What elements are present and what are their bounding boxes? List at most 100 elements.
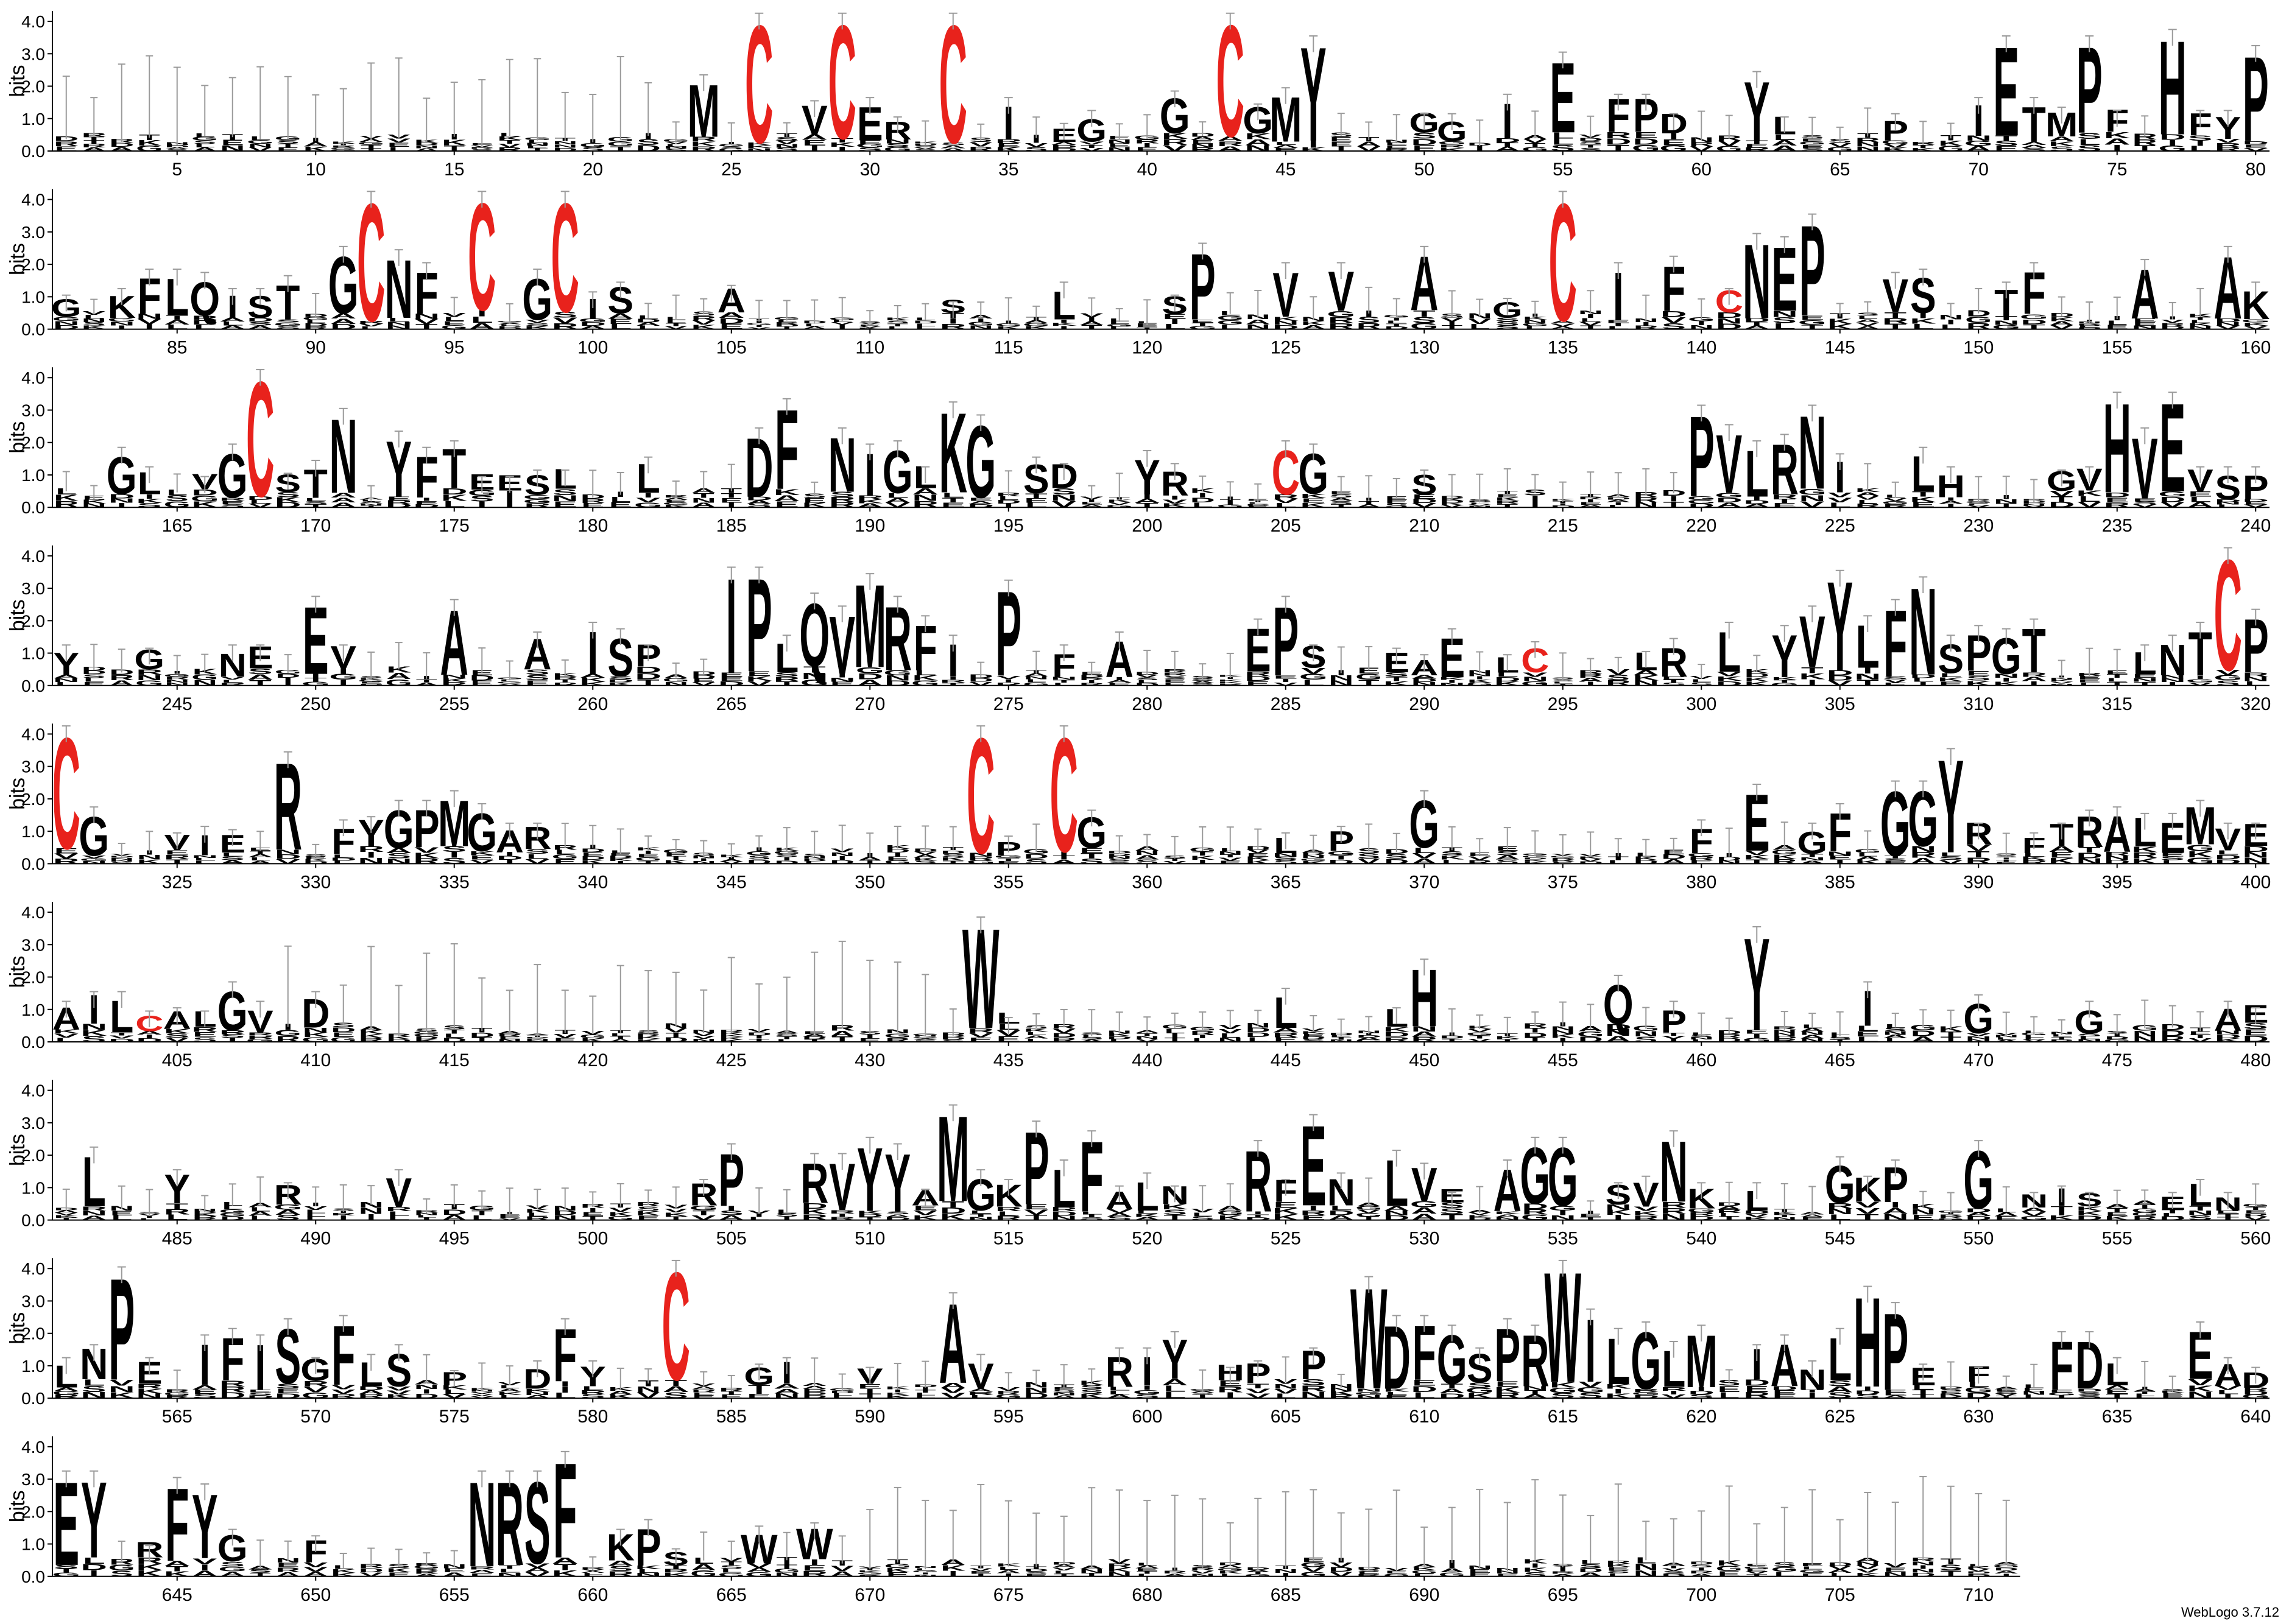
residue-glyph-minor: V [1662,315,1686,325]
residue-glyph-minor: K [2048,140,2075,147]
residue-glyph-minor: E [1385,144,1408,149]
residue-glyph-minor: L [1109,321,1130,325]
residue-glyph-minor: L [915,323,936,328]
residue-glyph-minor: R [524,502,551,509]
residue-glyph-minor: V [387,137,411,144]
residue-glyph-minor: E [1385,141,1408,146]
residue-glyph-minor: E [55,145,78,153]
residue-glyph-minor: D [1578,136,1603,142]
x-tick-label: 85 [167,338,187,358]
residue-glyph-minor: N [248,142,273,148]
residue-glyph-minor: N [552,493,578,503]
y-tick-label: 4.0 [21,1259,45,1278]
residue-glyph-minor: L [2106,319,2128,326]
residue-glyph-minor: N [1855,141,1880,148]
residue-glyph-minor: R [1605,130,1631,140]
y-tick-label: 1.0 [21,822,45,841]
residue-glyph-minor: I [1613,323,1623,328]
residue-glyph-minor: A [940,145,966,149]
residue-glyph-minor: N [53,320,79,326]
residue-glyph: I [1613,259,1624,335]
residue-glyph-minor: E [996,142,1021,149]
residue-glyph-minor: K [2243,322,2269,327]
residue-glyph-minor: S [276,318,300,324]
residue-glyph-minor: L [1109,326,1130,330]
x-tick-label: 530 [1409,1229,1439,1249]
residue-glyph-minor: S [277,139,300,145]
residue-glyph-minor: R [1328,322,1354,331]
y-tick-label: 4.0 [21,903,45,922]
residue-glyph-minor: K [1882,147,1908,152]
y-tick-label: 1.0 [21,1178,45,1197]
residue-glyph-minor: L [83,314,105,319]
residue-glyph-minor: A [2048,135,2075,142]
residue-glyph-minor: R [497,146,522,152]
y-tick-label: 2.0 [21,1324,45,1343]
residue-glyph-minor: G [273,322,302,327]
residue-glyph-minor: S [914,149,937,152]
residue-glyph-minor: K [497,135,522,141]
x-tick-label: 145 [1825,338,1855,358]
residue-glyph-minor: G [1632,143,1660,153]
residue-glyph-minor: A [1051,141,1077,146]
residue-glyph-minor: K [82,499,107,505]
residue-glyph-minor: E [858,139,882,145]
residue-glyph-minor: L [1607,325,1629,330]
weblogo-credit: WebLogo 3.7.12 [2181,1605,2279,1620]
residue-glyph-minor: G [2158,144,2187,153]
residue-glyph-minor: N [1855,146,1880,152]
x-tick-label: 705 [1825,1585,1855,1605]
residue-glyph-minor: G [1964,139,1993,147]
residue-glyph: I [1973,96,1984,146]
residue-glyph-minor: D [497,327,522,329]
residue-glyph-minor: S [2077,144,2101,153]
residue-glyph-minor: G [52,316,80,323]
x-tick-label: 5 [172,160,182,180]
x-tick-label: 105 [716,338,747,358]
x-tick-label: 300 [1686,694,1716,714]
residue-glyph-minor: E [2132,322,2157,327]
residue-glyph-minor: G [1217,314,1244,322]
residue-glyph-minor: L [1912,323,1935,331]
x-tick-label: 515 [993,1229,1024,1249]
residue-glyph-minor: A [802,133,828,142]
residue-glyph-minor: L [249,499,272,505]
residue-glyph-minor: R [1689,141,1714,148]
residue-glyph-minor: I [838,326,847,330]
residue-glyph-minor: S [248,321,272,327]
residue-glyph-minor: V [775,139,799,145]
residue-glyph-minor: T [1191,322,1214,327]
residue-glyph-minor: A [359,501,384,504]
residue-glyph-minor: D [108,493,135,500]
residue-glyph-minor: L [1525,325,1546,330]
residue-glyph-minor: T [1580,143,1601,149]
residue-glyph: I [587,293,598,325]
residue-glyph-minor: V [553,316,577,325]
residue-glyph-minor: R [2215,142,2241,148]
residue-glyph-minor: K [1051,322,1077,327]
residue-glyph-minor: L [915,325,936,330]
x-tick-label: 130 [1409,338,1439,358]
residue-glyph-minor: E [387,496,411,501]
residue-glyph-minor: V [137,318,161,326]
residue-glyph-minor: L [2190,319,2211,324]
residue-glyph-minor: E [1412,143,1436,153]
x-tick-label: 445 [1271,1050,1301,1070]
residue-glyph-minor: K [275,496,301,504]
residue-glyph-minor: L [638,325,659,330]
residue-glyph-minor: S [1357,315,1380,325]
residue-glyph-minor: V [2216,325,2241,330]
residue-glyph-minor: V [1079,141,1104,146]
x-tick-label: 280 [1132,694,1162,714]
x-tick-label: 290 [1409,694,1439,714]
residue-glyph-minor: L [2189,144,2212,152]
residue-glyph-minor: N [220,144,245,152]
residue-glyph-minor: V [665,325,688,330]
residue-glyph-minor: V [414,318,439,326]
residue-glyph-minor: G [718,144,745,147]
residue-glyph-minor: I [477,308,487,318]
residue-glyph-minor: A [1494,146,1520,152]
residue-glyph-minor: E [1163,313,1187,321]
residue-glyph-minor: T [1884,322,1906,331]
